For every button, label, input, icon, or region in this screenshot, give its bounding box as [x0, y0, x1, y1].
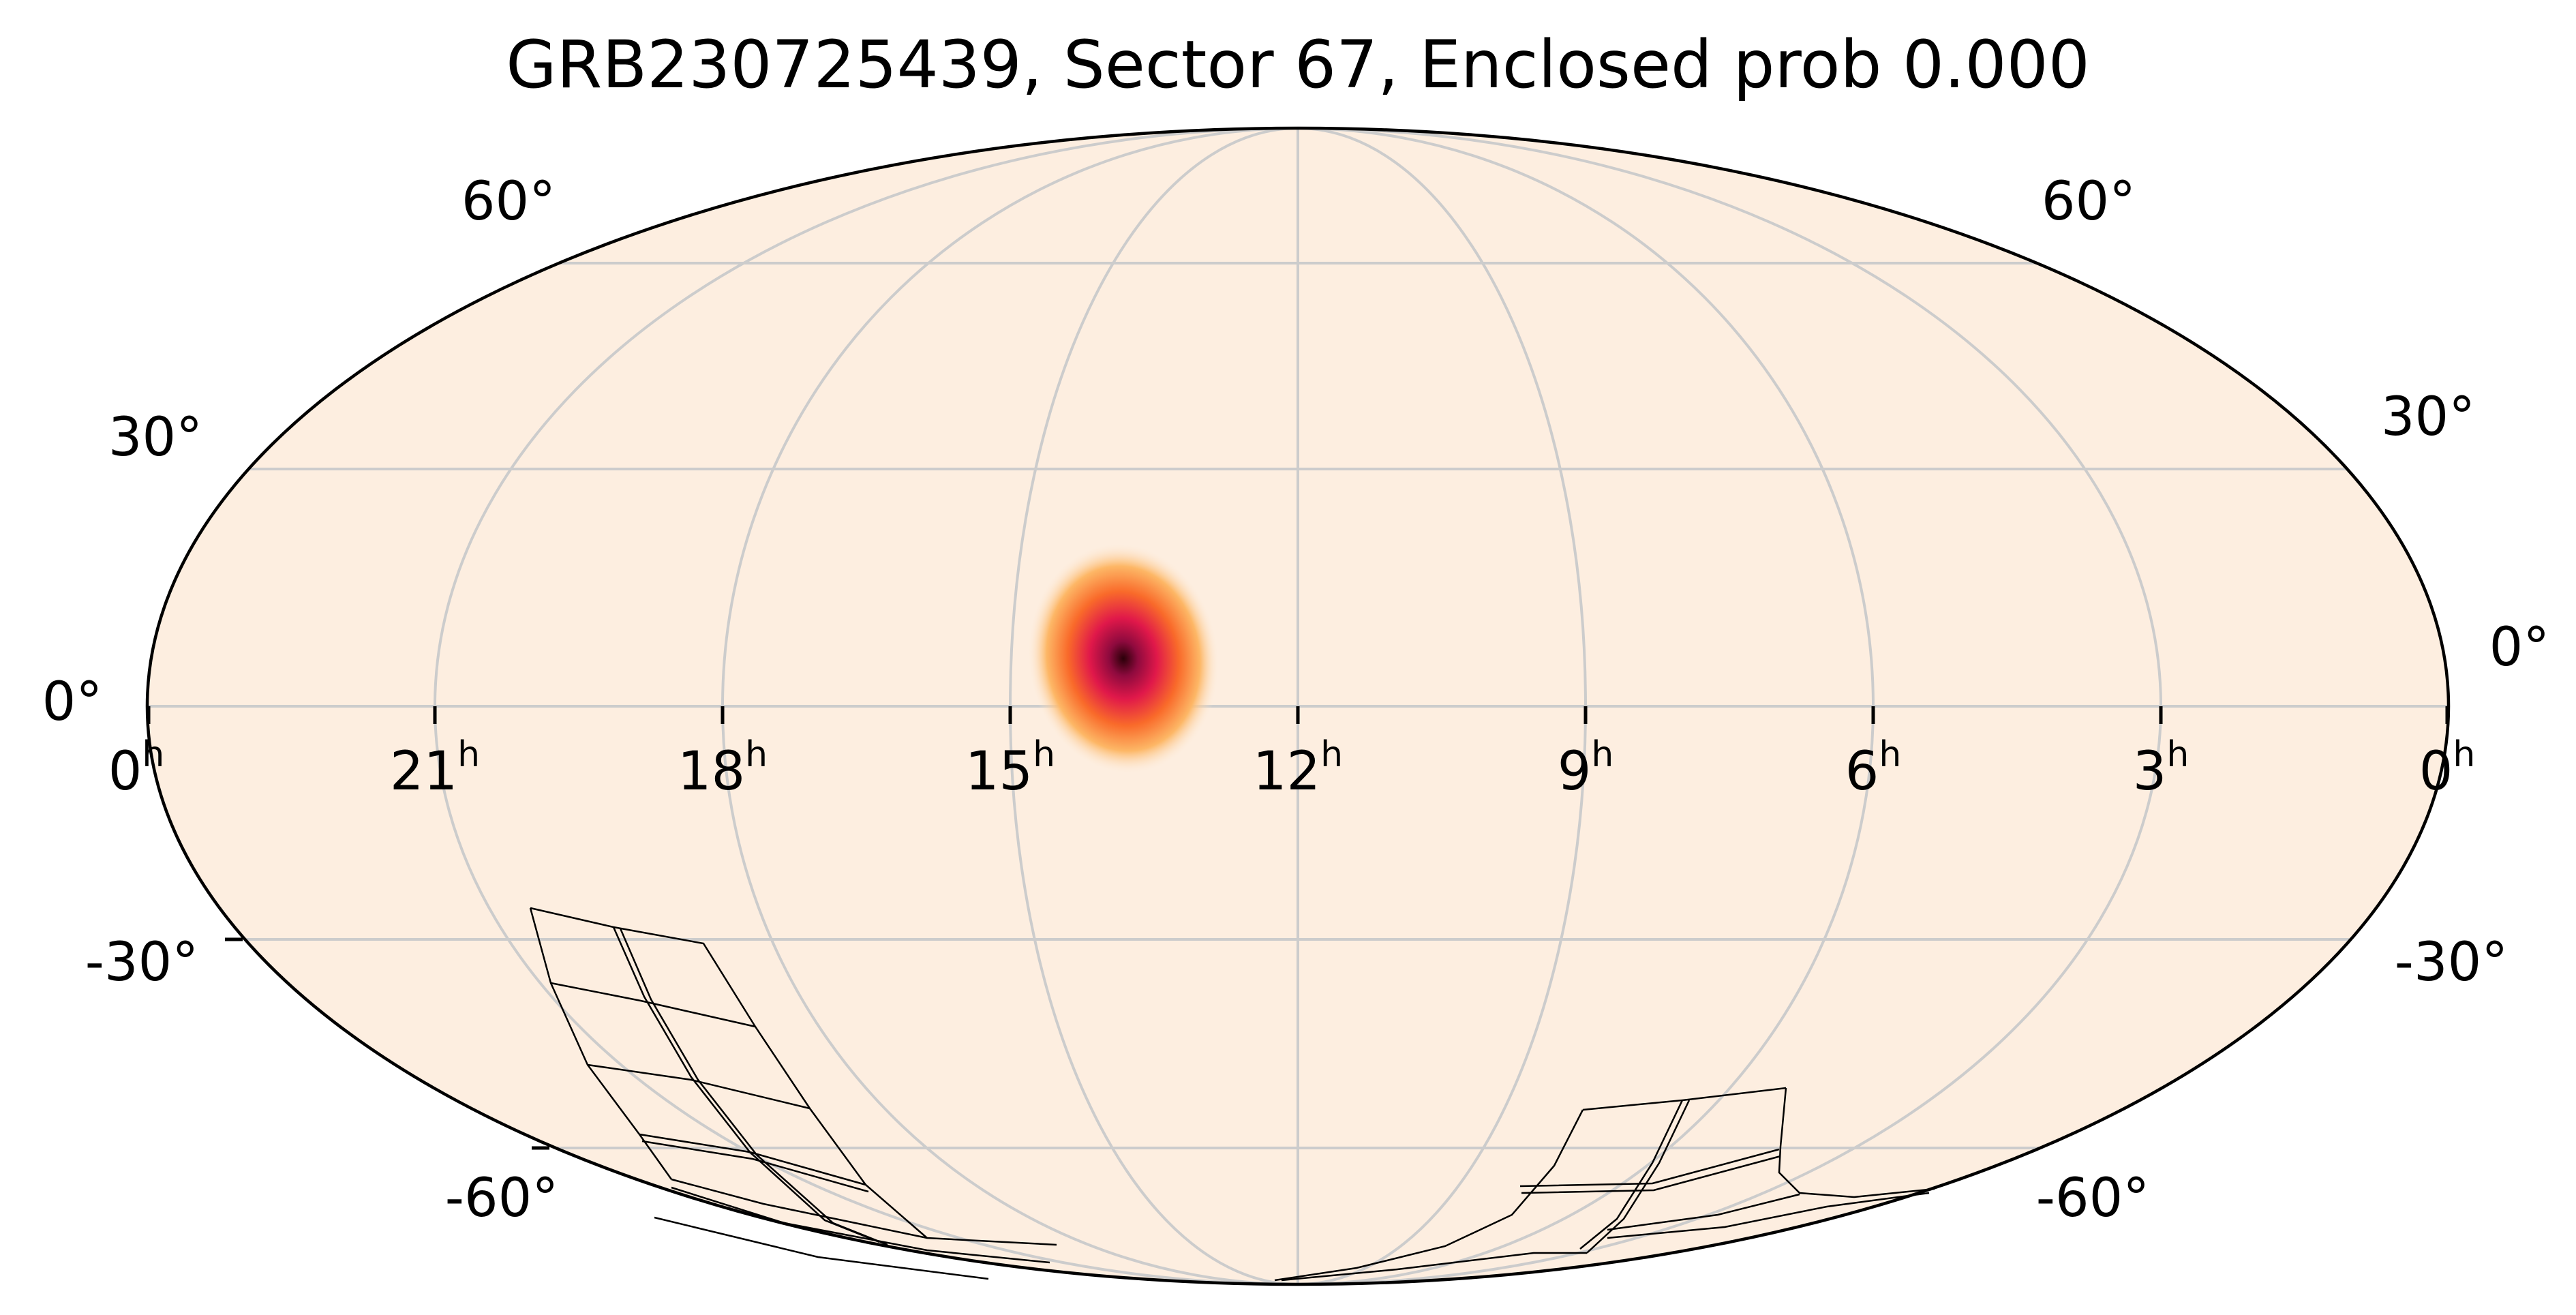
sector-footprints — [529, 907, 1935, 1282]
map-title: GRB230725439, Sector 67, Enclosed prob 0… — [506, 27, 2090, 103]
ra-label-12h: 12h — [1253, 734, 1343, 802]
ra-label-0h-left: 0h — [108, 734, 165, 802]
ra-tick-marks — [147, 706, 2449, 724]
probability-hotspot — [1027, 543, 1219, 774]
dec-label-0-left: 0° — [42, 671, 103, 733]
ra-label-9h: 9h — [1558, 734, 1614, 802]
ra-label-21h: 21h — [390, 734, 480, 802]
ra-label-3h: 3h — [2133, 734, 2189, 802]
footprint-right-group — [1274, 1087, 1935, 1282]
dec-label-minus-30-left: -30° — [85, 932, 198, 993]
dec-label-30-left: 30° — [108, 407, 202, 468]
ra-label-15h: 15h — [965, 734, 1055, 802]
dec-label-minus-60-right: -60° — [2036, 1168, 2149, 1229]
ra-label-6h: 6h — [1845, 734, 1902, 802]
dec-label-0-right: 0° — [2489, 617, 2550, 678]
ra-labels: 0h 21h 18h 15h 12h 9h 6h 3h 0h — [108, 734, 2476, 802]
dec-label-60-right: 60° — [2042, 171, 2136, 232]
dec-label-minus-60-left: -60° — [445, 1168, 558, 1229]
dec-label-minus-30-right: -30° — [2395, 932, 2508, 993]
footprint-left-group — [529, 907, 1057, 1280]
ra-label-0h-right: 0h — [2419, 734, 2476, 802]
dec-label-30-right: 30° — [2381, 387, 2475, 448]
dec-label-60-left: 60° — [461, 171, 556, 232]
ra-label-18h: 18h — [678, 734, 768, 802]
dec-labels: 60° 60° 30° 30° 0° 0° -30° -30° -60° -60… — [42, 171, 2550, 1229]
dec-tick-marks — [225, 937, 549, 1150]
